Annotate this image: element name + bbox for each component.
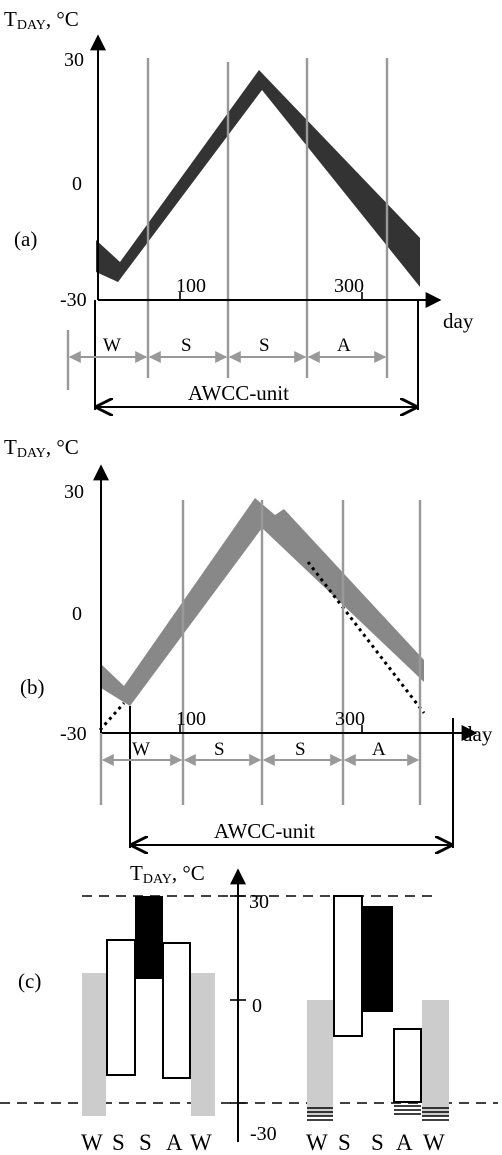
panel-c: TDAY, °C (c) 30 0 -30 [0,861,498,1155]
panel-b-season-label: W [132,739,150,760]
panel-b-y-axis-title: TDAY, °C [4,435,79,461]
panel-b: TDAY, °C 30 0 -30 100 300 day (b) W S [4,435,493,848]
panel-b-season-label: S [214,739,225,760]
panel-c-right-autumn-hatch [394,1101,421,1115]
panel-a-season-label: S [259,335,270,356]
panel-a-temperature-band [96,70,420,287]
panel-c-left-season-label: S [139,1130,152,1155]
panel-c-right-season-label: A [396,1130,413,1155]
panel-a-x-axis-label: day [443,309,474,333]
panel-c-right-season-label: W [423,1130,445,1155]
panel-a-y-tick: -30 [60,289,87,311]
panel-c-left-season-label: A [166,1130,183,1155]
panel-a-season-label: A [337,335,351,356]
panel-a-y-axis-title: TDAY, °C [4,7,79,33]
panel-c-right-winter-bar-2 [422,1000,449,1116]
panel-b-dotted-extension [306,561,426,714]
panel-c-right-winter-hatch-2 [422,1107,449,1121]
panel-c-right-season-label: S [371,1130,384,1155]
panel-c-right-autumn-bar [393,1028,422,1103]
panel-c-right-season-label: S [338,1130,351,1155]
panel-a-x-tick: 100 [176,275,206,297]
panel-c-right-winter-bar [307,1000,333,1116]
panel-b-x-axis-label: day [462,722,493,746]
panel-b-season-label: A [372,739,386,760]
panel-b-label: (b) [20,675,45,699]
panel-a-season-label: S [181,335,192,356]
panel-a-awcc-unit-label: AWCC-unit [188,381,289,405]
panel-a-y-tick: 30 [64,49,84,71]
panel-b-season-label: S [295,739,306,760]
panel-c-left-autumn-bar [162,942,191,1079]
panel-b-temperature-band [101,498,424,706]
panel-c-left-winter-bar-2 [191,973,215,1116]
panel-b-x-tick: 300 [335,708,365,730]
panel-b-awcc-unit-label: AWCC-unit [214,819,315,843]
panel-c-y-tick: -30 [250,1123,277,1145]
panel-c-right-season-label: W [306,1130,328,1155]
panel-c-y-tick: 0 [252,995,262,1017]
panel-c-y-axis-title: TDAY, °C [130,861,205,887]
panel-c-left-season-label: W [81,1130,103,1155]
panel-b-dotted-extension [98,702,126,731]
panel-c-y-tick: 30 [249,891,269,913]
panel-c-left-season-label: W [190,1130,212,1155]
panel-c-right-winter-hatch [307,1107,333,1121]
panel-a: TDAY, °C 30 0 -30 100 300 day (a) W S S … [4,7,474,410]
panel-c-right-summer-bar [362,906,393,1012]
panel-b-y-tick: -30 [60,723,87,745]
panel-c-label: (c) [18,969,41,993]
panel-b-y-tick: 0 [72,603,82,625]
panel-a-season-label: W [103,335,121,356]
panel-b-y-tick: 30 [64,481,84,503]
panel-c-left-summer-bar [135,896,163,979]
panel-a-label: (a) [14,227,37,251]
panel-b-x-tick: 100 [176,708,206,730]
panel-a-y-tick: 0 [72,173,82,195]
panel-c-left-season-label: S [112,1130,125,1155]
panel-c-right-spring-bar [333,895,363,1037]
panel-a-x-tick: 300 [334,275,364,297]
panel-c-left-spring-bar [106,939,136,1076]
panel-c-left-winter-bar [82,973,106,1116]
